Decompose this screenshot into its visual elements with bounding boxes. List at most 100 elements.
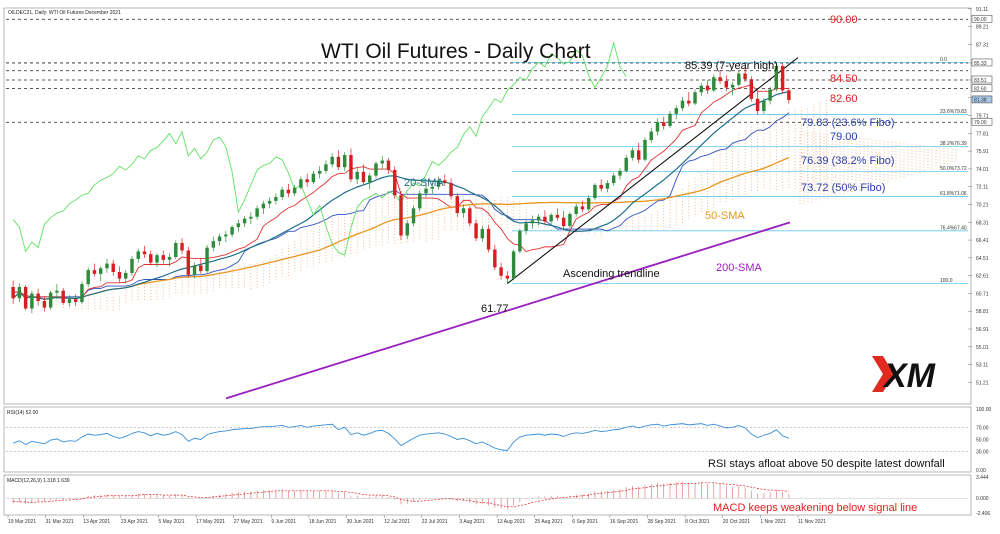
cloud-dot: [811, 192, 813, 194]
cloud-dot: [525, 206, 527, 208]
cloud-dot: [839, 138, 841, 140]
candle-body: [411, 208, 416, 224]
cloud-dot: [206, 277, 208, 279]
cloud-dot: [799, 143, 801, 145]
cloud-dot: [927, 152, 929, 154]
high-annotation: 85.39 (7-year high): [685, 60, 778, 72]
cloud-dot: [375, 214, 377, 216]
cloud-dot: [675, 194, 677, 196]
cloud-dot: [719, 159, 721, 161]
candle-body: [424, 188, 428, 194]
cloud-dot: [738, 134, 740, 136]
cloud-dot: [788, 183, 790, 185]
cloud-dot: [757, 171, 759, 173]
cloud-dot: [431, 220, 433, 222]
cloud-dot: [887, 168, 889, 170]
candle-body: [561, 217, 566, 227]
cloud-dot: [825, 100, 827, 102]
cloud-dot: [331, 220, 333, 222]
cloud-dot: [725, 158, 727, 160]
cloud-dot: [867, 154, 869, 156]
cloud-dot: [879, 164, 881, 166]
cloud-dot: [867, 142, 869, 144]
cloud-dot: [281, 254, 283, 256]
candle-body: [136, 251, 140, 259]
cloud-dot: [799, 131, 801, 133]
cloud-dot: [181, 289, 183, 291]
cloud-dot: [344, 219, 346, 221]
cloud-dot: [757, 186, 759, 188]
candle-body: [499, 267, 503, 276]
candle-body: [768, 89, 772, 101]
cloud-dot: [406, 213, 408, 215]
cloud-dot: [337, 255, 339, 257]
cloud-dot: [819, 168, 821, 170]
cloud-dot: [815, 183, 817, 185]
cloud-dot: [369, 240, 371, 242]
cloud-dot: [911, 147, 913, 149]
cloud-dot: [506, 211, 508, 213]
candle-body: [580, 206, 585, 210]
candle-body: [86, 270, 90, 285]
cloud-dot: [112, 309, 114, 311]
cloud-dot: [887, 162, 889, 164]
cloud-dot: [911, 162, 913, 164]
cloud-dot: [807, 174, 809, 176]
cloud-dot: [300, 269, 302, 271]
cloud-dot: [93, 305, 95, 307]
cloud-dot: [219, 271, 221, 273]
candle-body: [55, 290, 59, 293]
candle-body: [217, 236, 222, 242]
cloud-dot: [815, 186, 817, 188]
cloud-dot: [506, 208, 508, 210]
cloud-dot: [931, 161, 933, 163]
cloud-dot: [250, 279, 252, 281]
cloud-dot: [431, 232, 433, 234]
date-tick-label: 19 Mar 2021: [8, 519, 36, 525]
cloud-dot: [827, 149, 829, 151]
price-tick-label: 79.71: [976, 114, 989, 120]
cloud-dot: [851, 164, 853, 166]
cloud-dot: [175, 285, 177, 287]
cloud-dot: [438, 196, 440, 198]
date-tick-label: 20 Oct 2021: [723, 519, 750, 525]
cloud-dot: [799, 134, 801, 136]
cloud-dot: [863, 141, 865, 143]
candle-body: [242, 218, 247, 224]
cloud-dot: [738, 161, 740, 163]
cloud-dot: [669, 200, 671, 202]
cloud-dot: [871, 169, 873, 171]
cloud-dot: [481, 222, 483, 224]
cloud-dot: [859, 147, 861, 149]
cloud-dot: [600, 235, 602, 237]
cloud-dot: [463, 201, 465, 203]
cloud-dot: [775, 128, 777, 130]
cloud-dot: [863, 168, 865, 170]
cloud-dot: [362, 236, 364, 238]
cloud-dot: [855, 176, 857, 178]
cloud-dot: [375, 244, 377, 246]
cloud-dot: [887, 174, 889, 176]
cloud-dot: [118, 308, 120, 310]
cloud-dot: [475, 214, 477, 216]
cloud-dot: [891, 162, 893, 164]
cloud-dot: [819, 102, 821, 104]
cloud-dot: [823, 181, 825, 183]
cloud-dot: [306, 263, 308, 265]
cloud-dot: [419, 238, 421, 240]
cloud-dot: [763, 148, 765, 150]
cloud-dot: [231, 272, 233, 274]
cloud-dot: [513, 209, 515, 211]
cloud-dot: [650, 214, 652, 216]
cloud-dot: [369, 219, 371, 221]
cloud-dot: [356, 246, 358, 248]
candle-body: [311, 173, 316, 183]
cloud-dot: [847, 160, 849, 162]
cloud-dot: [588, 232, 590, 234]
cloud-dot: [200, 292, 202, 294]
cloud-dot: [112, 303, 114, 305]
cloud-dot: [825, 148, 827, 150]
cloud-dot: [425, 219, 427, 221]
cloud-dot: [911, 165, 913, 167]
cloud-dot: [947, 160, 949, 162]
